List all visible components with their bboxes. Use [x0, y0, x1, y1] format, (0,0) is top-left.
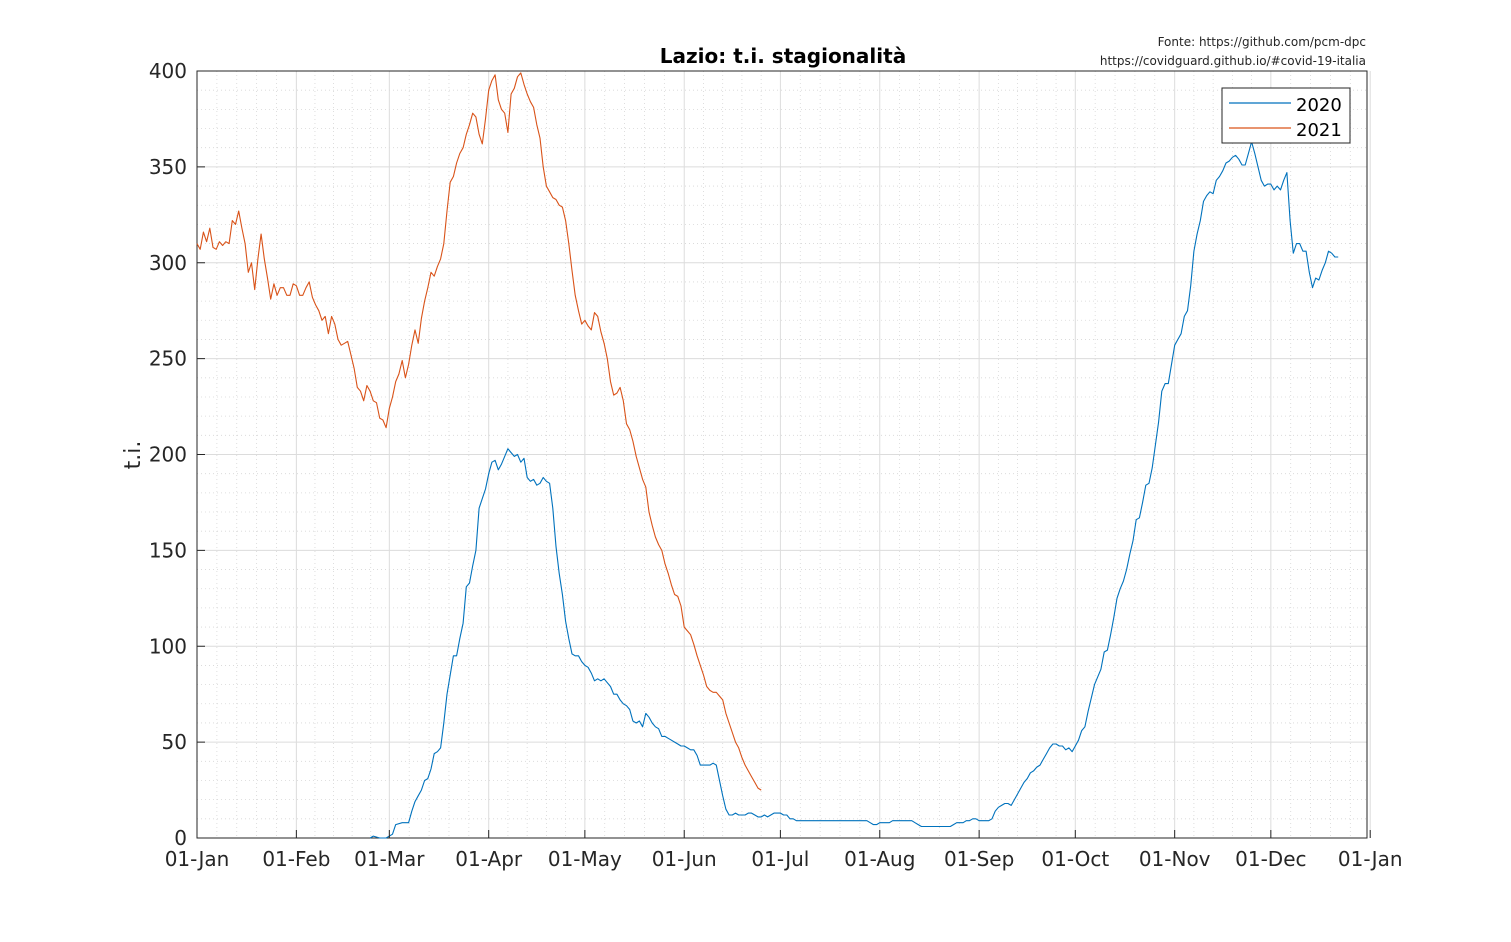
y-tick-label: 350 [149, 155, 187, 179]
y-tick-label: 50 [162, 730, 187, 754]
y-tick-label: 0 [174, 826, 187, 850]
y-tick-label: 300 [149, 251, 187, 275]
series-line-2020 [369, 141, 1339, 839]
x-axis-ticks: 01-Jan 01-Feb 01-Mar 01-Apr 01-May 01-Jun 01-J… [165, 830, 1403, 871]
legend-box [1221, 87, 1351, 144]
x-tick-label: 01-Oct [1041, 847, 1109, 871]
y-tick-label: 250 [149, 347, 187, 371]
source-credit-line1: Fonte: https://github.com/pcm-dpc [1157, 35, 1366, 49]
y-axis-label: t.i. [121, 441, 146, 470]
major-grid [196, 70, 1371, 839]
chart-title: Lazio: t.i. stagionalità [660, 44, 906, 68]
x-tick-label: 01-Jun [652, 847, 717, 871]
x-tick-label: 01-Apr [455, 847, 523, 871]
y-tick-label: 150 [149, 538, 187, 562]
x-tick-label: 01-Dec [1235, 847, 1306, 871]
x-tick-label: 01-Sep [944, 847, 1014, 871]
series-layer [196, 72, 1339, 839]
x-tick-label: 01-May [548, 847, 622, 871]
source-credit-line2: https://covidguard.github.io/#covid-19-i… [1099, 54, 1366, 68]
x-tick-label: 01-Nov [1139, 847, 1211, 871]
x-tick-label: 01-Jan [165, 847, 230, 871]
legend-label-2021: 2021 [1296, 120, 1342, 141]
x-tick-label: 01-Feb [262, 847, 330, 871]
y-tick-label: 200 [149, 443, 187, 467]
legend-label-2020: 2020 [1296, 95, 1342, 116]
x-tick-label: 01-Jul [751, 847, 809, 871]
x-tick-label: 01-Aug [844, 847, 915, 871]
minor-grid [197, 71, 1367, 838]
legend: 2020 2021 [1221, 87, 1351, 144]
series-line-2021 [196, 72, 762, 791]
x-tick-label: 01-Mar [354, 847, 425, 871]
y-tick-label: 100 [149, 634, 187, 658]
y-tick-label: 400 [149, 59, 187, 83]
y-axis-ticks: 0 50 100 150 200 250 300 350 400 [149, 59, 205, 850]
x-tick-label: 01-Jan [1338, 847, 1403, 871]
